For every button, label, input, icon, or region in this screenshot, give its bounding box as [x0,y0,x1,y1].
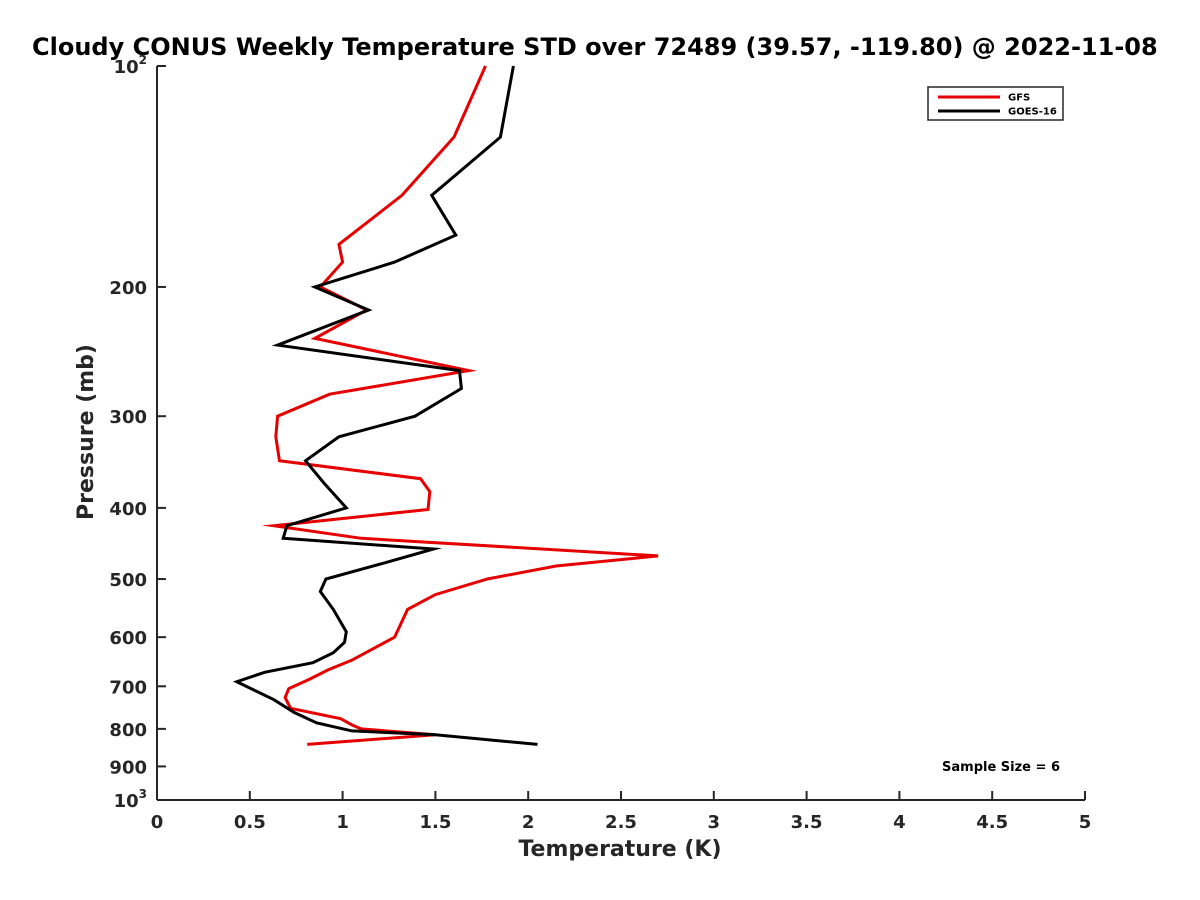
x-tick-label: 3 [708,812,721,833]
x-tick-label: 4 [893,812,906,833]
y-tick-label: 800 [109,720,147,741]
x-axis-label: Temperature (K) [518,837,721,862]
legend-entry: GFS [1008,93,1030,104]
x-tick-label: 1 [336,812,349,833]
y-tick-label: 500 [109,570,147,591]
plot-series [232,65,659,746]
y-tick-label: 200 [109,278,147,299]
y-tick-label: 900 [109,757,147,778]
x-tick-label: 1.5 [419,812,451,833]
x-tick-label: 2.5 [605,812,637,833]
chart-title: Cloudy CONUS Weekly Temperature STD over… [32,33,1158,61]
y-tick-label: 103 [114,787,147,812]
y-tick-label: 600 [109,628,147,649]
x-tick-label: 5 [1079,812,1092,833]
y-tick-label: 102 [114,53,147,78]
y-axis-label: Pressure (mb) [74,344,99,520]
x-tick-label: 0.5 [234,812,266,833]
y-tick-label: 300 [109,407,147,428]
series-line-goes-16 [232,65,538,746]
x-tick-label: 4.5 [976,812,1008,833]
plot-axes: 0 0.5 1 1.5 2 2.5 3 3.5 4 4.5 5 102 200 300 400 500 600 7… [109,53,1091,833]
sample-size-annotation: Sample Size = 6 [942,760,1060,775]
x-tick-label: 2 [522,812,535,833]
legend-entry: GOES-16 [1008,107,1057,118]
legend: GFS GOES-16 [927,86,1064,121]
y-tick-label: 700 [109,677,147,698]
legend-box [927,86,1064,121]
x-tick-label: 3.5 [791,812,823,833]
x-tick-label: 0 [151,812,164,833]
y-tick-label: 400 [109,499,147,520]
